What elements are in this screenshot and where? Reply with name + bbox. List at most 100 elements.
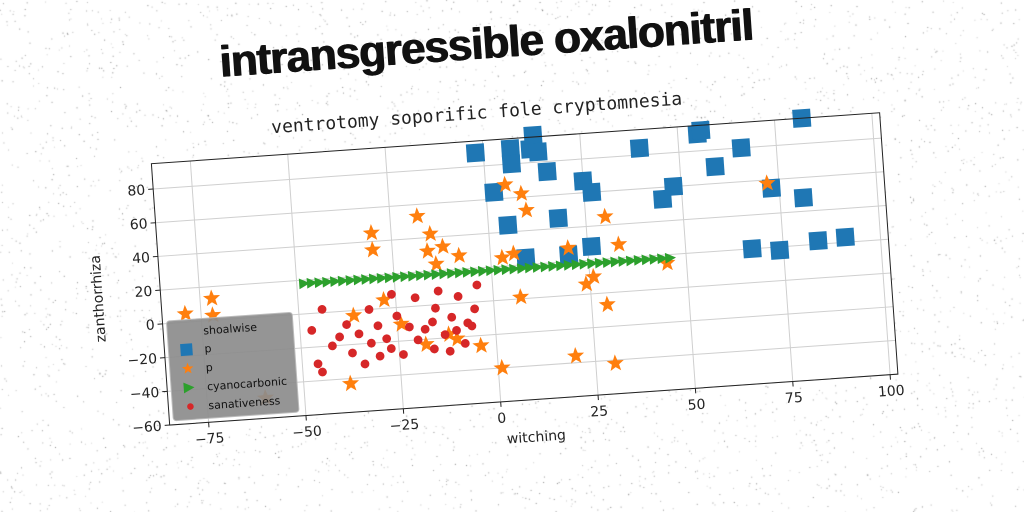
data-point bbox=[413, 335, 423, 345]
data-point bbox=[387, 289, 396, 299]
data-point bbox=[404, 322, 414, 332]
data-point bbox=[625, 255, 638, 267]
y-tick-label: 60 bbox=[129, 216, 148, 233]
y-tick-label: −20 bbox=[127, 351, 158, 369]
data-point bbox=[598, 295, 616, 313]
data-point bbox=[318, 367, 327, 377]
data-point bbox=[202, 289, 221, 307]
data-point bbox=[423, 269, 435, 281]
data-point bbox=[606, 354, 624, 372]
legend-marker bbox=[183, 382, 195, 394]
data-point bbox=[581, 236, 602, 257]
data-point bbox=[537, 161, 557, 182]
legend-marker bbox=[187, 403, 194, 410]
data-point bbox=[548, 208, 568, 228]
data-point bbox=[532, 262, 544, 273]
x-tick-label: 25 bbox=[590, 403, 609, 420]
legend-entry-label: p bbox=[204, 342, 212, 355]
data-point bbox=[516, 248, 536, 268]
data-point bbox=[362, 224, 380, 241]
data-point bbox=[415, 270, 427, 282]
data-point bbox=[434, 237, 452, 255]
data-point bbox=[431, 269, 443, 280]
data-point bbox=[433, 286, 443, 296]
x-tick-label: −50 bbox=[292, 423, 323, 441]
data-point bbox=[360, 359, 370, 369]
data-point bbox=[407, 270, 419, 282]
data-point bbox=[555, 260, 567, 272]
data-point bbox=[410, 293, 420, 303]
data-point bbox=[408, 207, 426, 224]
plot-frame bbox=[150, 112, 899, 426]
data-point bbox=[420, 324, 430, 334]
data-point bbox=[493, 264, 505, 276]
y-tick-label: 0 bbox=[145, 317, 155, 334]
data-point bbox=[596, 207, 614, 225]
legend-entry-label: p bbox=[205, 361, 213, 374]
data-point bbox=[440, 330, 450, 340]
data-point bbox=[345, 306, 363, 324]
data-point bbox=[452, 326, 461, 335]
data-point bbox=[705, 157, 725, 177]
data-point bbox=[505, 244, 523, 262]
data-point bbox=[498, 215, 518, 235]
data-point bbox=[418, 242, 436, 259]
data-point bbox=[342, 320, 351, 329]
data-point bbox=[429, 344, 439, 354]
data-point bbox=[663, 176, 684, 197]
data-point bbox=[328, 341, 337, 351]
data-point bbox=[472, 280, 482, 290]
y-tick-label: −40 bbox=[129, 385, 160, 403]
x-grid-line bbox=[871, 113, 891, 375]
series-2 bbox=[298, 252, 677, 290]
data-point bbox=[348, 348, 357, 358]
data-point bbox=[446, 268, 458, 279]
legend-marker bbox=[181, 362, 194, 374]
y-tick-label: −60 bbox=[132, 419, 163, 437]
data-point bbox=[421, 225, 439, 242]
data-point bbox=[337, 275, 349, 287]
data-point bbox=[610, 256, 622, 268]
series-0 bbox=[465, 108, 855, 268]
data-point bbox=[354, 329, 364, 339]
data-point bbox=[509, 263, 521, 275]
data-point bbox=[317, 304, 327, 314]
data-point bbox=[618, 256, 630, 267]
data-point bbox=[633, 255, 645, 266]
data-point bbox=[559, 245, 579, 265]
data-point bbox=[641, 254, 653, 266]
data-point bbox=[577, 275, 595, 292]
y-axis-label: zanthorrhiza bbox=[88, 255, 110, 343]
data-point bbox=[366, 338, 376, 348]
data-point bbox=[341, 374, 360, 392]
data-point bbox=[594, 257, 606, 269]
data-point bbox=[523, 125, 543, 145]
data-point bbox=[431, 303, 440, 313]
data-point bbox=[345, 275, 357, 286]
legend-entry-label: cyanocarbonic bbox=[207, 375, 288, 394]
data-point bbox=[548, 261, 560, 272]
data-point bbox=[563, 259, 575, 271]
data-point bbox=[445, 346, 455, 356]
data-point bbox=[731, 138, 751, 158]
data-point bbox=[664, 252, 677, 264]
y-tick-label: 40 bbox=[132, 250, 151, 267]
data-point bbox=[386, 344, 396, 353]
data-point bbox=[567, 347, 585, 364]
legend-title: shoalwise bbox=[203, 321, 258, 338]
data-point bbox=[392, 271, 404, 283]
chart-figure: ventrotomy soporific fole cryptomnesia −… bbox=[69, 71, 921, 478]
data-point bbox=[375, 290, 393, 308]
data-point bbox=[400, 271, 412, 283]
data-point bbox=[298, 278, 310, 290]
data-point bbox=[335, 332, 345, 342]
data-point bbox=[629, 138, 650, 158]
data-point bbox=[835, 227, 855, 247]
data-point bbox=[582, 182, 602, 202]
data-point bbox=[470, 304, 480, 314]
data-point bbox=[307, 326, 317, 335]
x-grid-line bbox=[676, 126, 696, 389]
data-point bbox=[322, 276, 334, 288]
data-point bbox=[793, 188, 813, 208]
